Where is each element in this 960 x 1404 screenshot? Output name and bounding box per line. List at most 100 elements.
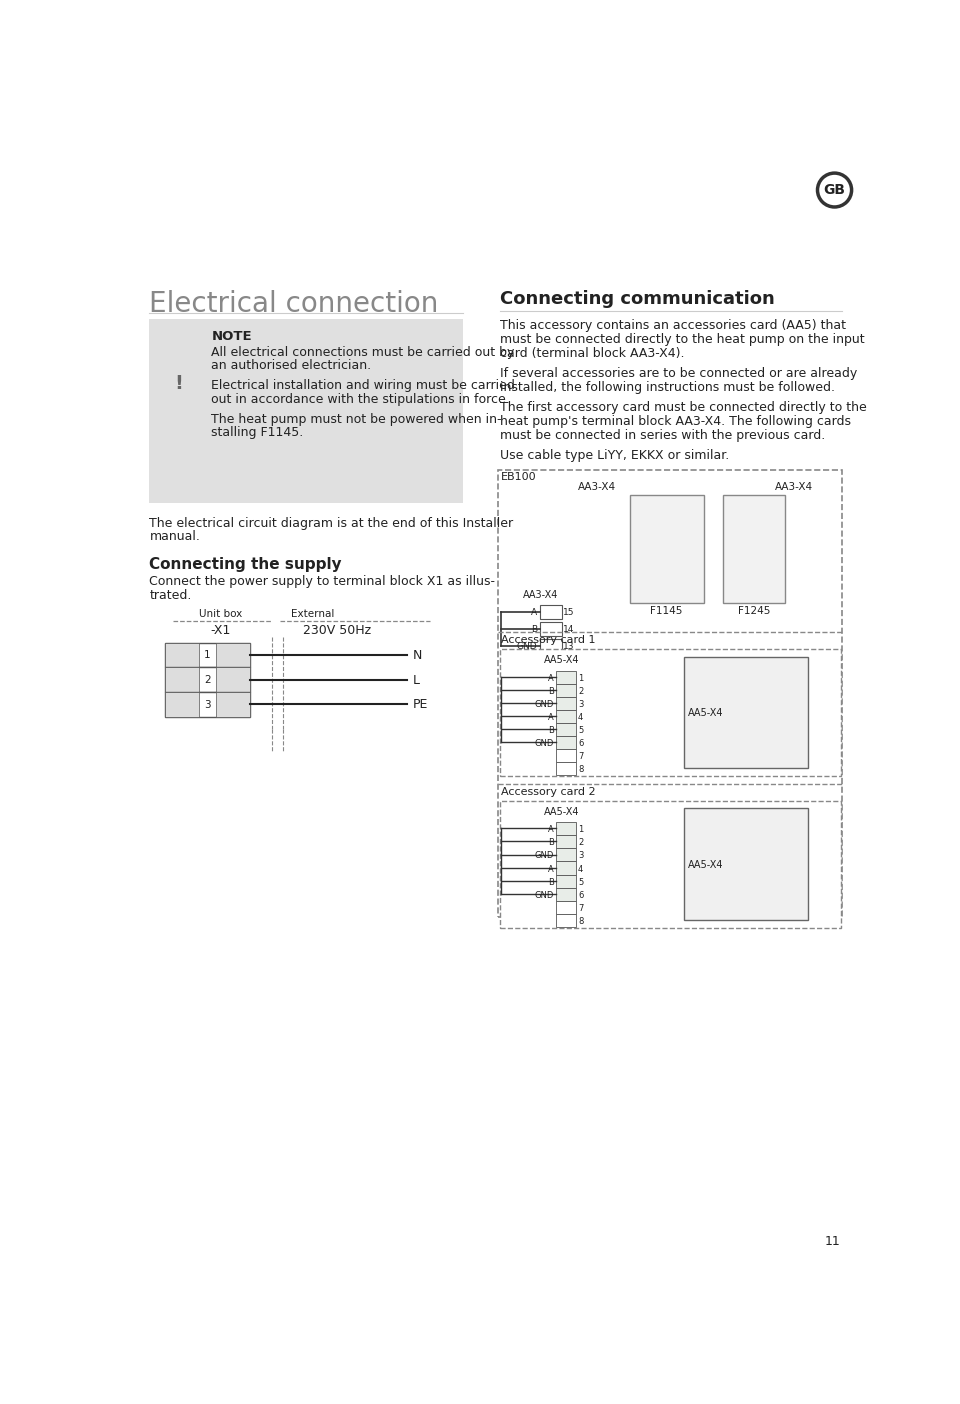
Bar bbox=[557, 696, 576, 710]
Bar bbox=[500, 649, 841, 776]
Bar bbox=[684, 809, 808, 920]
Bar bbox=[540, 605, 562, 619]
Bar bbox=[165, 692, 199, 716]
Text: an authorised electrician.: an authorised electrician. bbox=[211, 359, 372, 372]
Bar bbox=[540, 622, 562, 636]
Text: B: B bbox=[531, 625, 537, 635]
Text: 13: 13 bbox=[564, 642, 575, 651]
Text: 3: 3 bbox=[204, 699, 211, 710]
Text: must be connected directly to the heat pump on the input: must be connected directly to the heat p… bbox=[500, 333, 864, 347]
Text: AA5-X4: AA5-X4 bbox=[544, 807, 580, 817]
Text: -X1: -X1 bbox=[210, 625, 231, 637]
Text: AA5-X4: AA5-X4 bbox=[688, 708, 724, 719]
Text: 4: 4 bbox=[578, 865, 584, 873]
Text: F1145: F1145 bbox=[650, 607, 683, 616]
Bar bbox=[630, 496, 704, 602]
Text: 7: 7 bbox=[578, 904, 584, 913]
Text: The heat pump must not be powered when in-: The heat pump must not be powered when i… bbox=[211, 413, 502, 425]
Ellipse shape bbox=[561, 477, 635, 497]
Bar bbox=[165, 643, 199, 667]
Text: The electrical circuit diagram is at the end of this Installer: The electrical circuit diagram is at the… bbox=[150, 517, 514, 529]
Text: 2: 2 bbox=[578, 838, 584, 848]
Bar bbox=[557, 736, 576, 750]
Text: manual.: manual. bbox=[150, 531, 201, 543]
Bar bbox=[684, 657, 808, 768]
Bar bbox=[165, 667, 199, 692]
Text: 15: 15 bbox=[564, 608, 575, 618]
Bar bbox=[557, 875, 576, 887]
Text: GND: GND bbox=[535, 851, 554, 861]
Text: The first accessory card must be connected directly to the: The first accessory card must be connect… bbox=[500, 402, 867, 414]
Text: heat pump's terminal block AA3-X4. The following cards: heat pump's terminal block AA3-X4. The f… bbox=[500, 414, 851, 428]
Text: !: ! bbox=[175, 373, 183, 393]
Ellipse shape bbox=[675, 703, 737, 720]
Text: AA3-X4: AA3-X4 bbox=[523, 590, 559, 600]
Bar bbox=[540, 639, 562, 653]
Text: AA5-X4: AA5-X4 bbox=[688, 859, 724, 870]
Text: 11: 11 bbox=[825, 1236, 841, 1248]
Ellipse shape bbox=[675, 855, 737, 872]
Text: A: A bbox=[548, 674, 554, 682]
Text: card (terminal block AA3-X4).: card (terminal block AA3-X4). bbox=[500, 347, 684, 359]
Text: N: N bbox=[413, 649, 422, 661]
Text: must be connected in series with the previous card.: must be connected in series with the pre… bbox=[500, 428, 825, 442]
Text: If several accessories are to be connected or are already: If several accessories are to be connect… bbox=[500, 366, 857, 380]
Text: GND: GND bbox=[516, 642, 537, 651]
Text: GND: GND bbox=[535, 739, 554, 748]
Bar bbox=[723, 496, 785, 602]
Text: Unit box: Unit box bbox=[199, 609, 242, 619]
Text: AA3-X4: AA3-X4 bbox=[578, 482, 616, 491]
Bar bbox=[557, 823, 576, 835]
Bar bbox=[165, 692, 251, 716]
Text: 8: 8 bbox=[578, 765, 584, 774]
Text: Connecting communication: Connecting communication bbox=[500, 291, 775, 307]
Bar bbox=[557, 710, 576, 723]
Text: Accessory card 1: Accessory card 1 bbox=[501, 635, 596, 644]
Text: A: A bbox=[531, 608, 537, 618]
Text: A: A bbox=[548, 865, 554, 873]
Bar bbox=[557, 684, 576, 696]
Text: installed, the following instructions must be followed.: installed, the following instructions mu… bbox=[500, 380, 835, 395]
Text: A: A bbox=[548, 713, 554, 722]
Bar bbox=[557, 901, 576, 914]
Text: Electrical connection: Electrical connection bbox=[150, 291, 439, 319]
Bar bbox=[165, 643, 251, 667]
Text: Connecting the supply: Connecting the supply bbox=[150, 556, 342, 571]
Text: L: L bbox=[413, 674, 420, 687]
Text: GND: GND bbox=[535, 699, 554, 709]
Text: Use cable type LiYY, EKKX or similar.: Use cable type LiYY, EKKX or similar. bbox=[500, 449, 729, 462]
Text: trated.: trated. bbox=[150, 588, 192, 602]
Bar bbox=[557, 835, 576, 848]
Bar bbox=[557, 762, 576, 775]
Text: Accessory card 2: Accessory card 2 bbox=[501, 786, 596, 797]
Text: AA5-X4: AA5-X4 bbox=[544, 656, 580, 665]
Text: 7: 7 bbox=[578, 753, 584, 761]
Text: 8: 8 bbox=[578, 917, 584, 925]
Text: B: B bbox=[548, 726, 554, 734]
Bar bbox=[557, 671, 576, 684]
Text: A: A bbox=[548, 826, 554, 834]
Text: External: External bbox=[291, 609, 334, 619]
Bar bbox=[500, 800, 841, 928]
Text: AA3-X4: AA3-X4 bbox=[775, 482, 813, 491]
Text: stalling F1145.: stalling F1145. bbox=[211, 427, 303, 439]
Bar bbox=[557, 887, 576, 901]
Bar bbox=[557, 848, 576, 862]
Text: B: B bbox=[548, 687, 554, 696]
Text: 1: 1 bbox=[204, 650, 211, 660]
Text: EB100: EB100 bbox=[501, 472, 537, 482]
Text: out in accordance with the stipulations in force.: out in accordance with the stipulations … bbox=[211, 393, 510, 406]
Text: Electrical installation and wiring must be carried: Electrical installation and wiring must … bbox=[211, 379, 516, 392]
Text: 2: 2 bbox=[204, 675, 211, 685]
Text: This accessory contains an accessories card (AA5) that: This accessory contains an accessories c… bbox=[500, 319, 846, 333]
Bar bbox=[557, 750, 576, 762]
Text: 3: 3 bbox=[578, 699, 584, 709]
Text: GB: GB bbox=[824, 183, 846, 197]
Text: 1: 1 bbox=[578, 826, 584, 834]
Text: B: B bbox=[548, 838, 554, 848]
Text: 230V 50Hz: 230V 50Hz bbox=[303, 625, 372, 637]
Bar bbox=[557, 723, 576, 736]
Bar bbox=[150, 319, 463, 504]
Text: PE: PE bbox=[413, 698, 428, 712]
Bar bbox=[557, 862, 576, 875]
